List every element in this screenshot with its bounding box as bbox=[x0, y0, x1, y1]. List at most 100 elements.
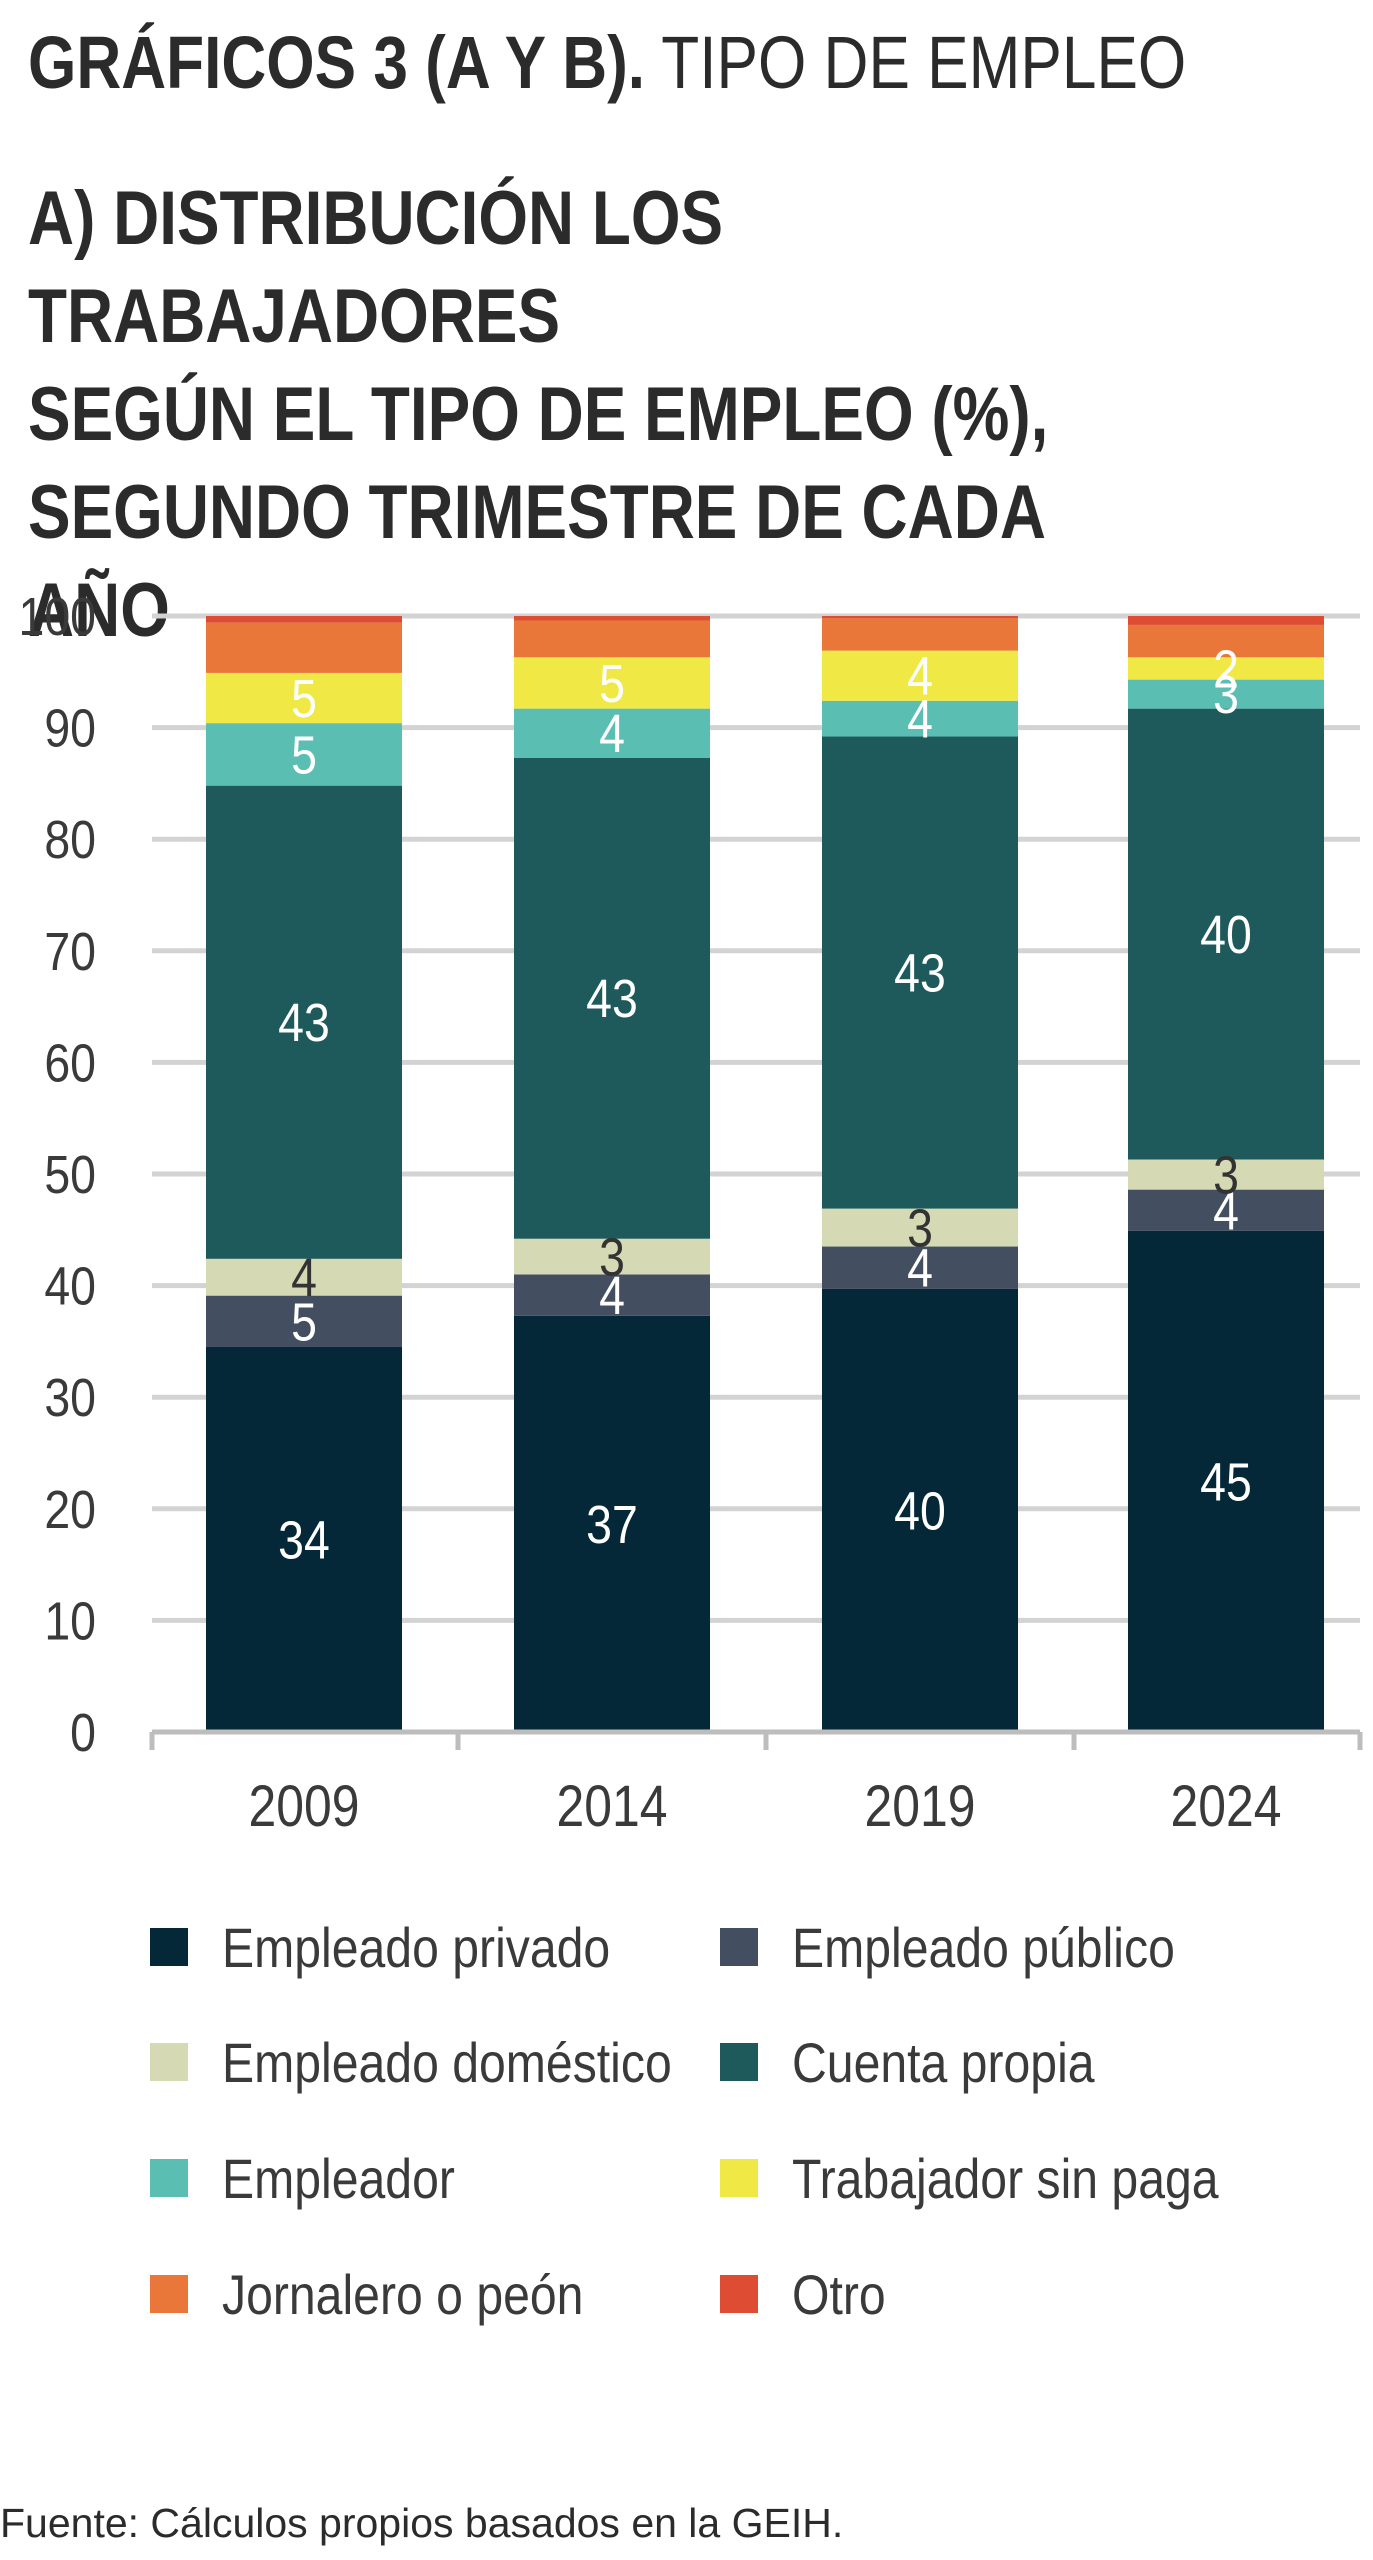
legend-swatch bbox=[720, 1928, 758, 1966]
legend-label: Jornalero o peón bbox=[222, 2262, 584, 2326]
data-label: 5 bbox=[599, 653, 625, 714]
data-label: 4 bbox=[599, 703, 625, 764]
x-tick-label: 2019 bbox=[865, 1775, 976, 1839]
bar-segment bbox=[822, 650, 1018, 701]
data-label: 40 bbox=[894, 1480, 946, 1541]
data-label: 40 bbox=[1200, 904, 1252, 965]
legend-item: Empleado privado bbox=[150, 1912, 673, 1982]
x-tick-label: 2014 bbox=[557, 1775, 668, 1839]
legend-label: Otro bbox=[792, 2262, 886, 2326]
data-label: 43 bbox=[586, 968, 638, 1029]
data-label: 43 bbox=[278, 992, 330, 1053]
bar-segment bbox=[514, 657, 710, 709]
legend-label: Cuenta propia bbox=[792, 2030, 1095, 2094]
y-tick-label: 100 bbox=[19, 586, 96, 647]
bar-segment bbox=[822, 1246, 1018, 1289]
figure-title: GRÁFICOS 3 (A Y B). TIPO DE EMPLEO bbox=[28, 20, 1186, 106]
bar-segment bbox=[1128, 1159, 1324, 1190]
bar-segment bbox=[822, 616, 1018, 619]
y-tick-label: 60 bbox=[44, 1032, 96, 1093]
y-tick-label: 80 bbox=[44, 809, 96, 870]
bar-segment bbox=[1128, 1189, 1324, 1231]
legend-swatch bbox=[150, 2043, 188, 2081]
bars bbox=[206, 616, 1324, 1732]
legend-item: Empleador bbox=[150, 2143, 493, 2213]
legend-item: Jornalero o peón bbox=[150, 2259, 642, 2329]
source-note: Fuente: Cálculos propios basados en la G… bbox=[0, 2500, 844, 2546]
legend-swatch bbox=[150, 2275, 188, 2313]
data-label: 5 bbox=[291, 1291, 317, 1352]
bar-segment bbox=[1128, 616, 1324, 625]
bar-segment bbox=[514, 620, 710, 658]
legend-item: Trabajador sin paga bbox=[720, 2143, 1288, 2213]
bar-segment bbox=[206, 723, 402, 786]
bar-segment bbox=[1128, 624, 1324, 658]
legend-label: Empleado privado bbox=[222, 1915, 611, 1979]
y-tick-label: 40 bbox=[44, 1255, 96, 1316]
data-label: 43 bbox=[894, 942, 946, 1003]
bar-segment bbox=[206, 1258, 402, 1296]
bar-segment bbox=[514, 1274, 710, 1316]
data-label: 3 bbox=[1213, 1144, 1239, 1205]
bar-segment bbox=[514, 1315, 710, 1732]
y-tick-label: 10 bbox=[44, 1590, 96, 1651]
bar-segment bbox=[206, 616, 402, 623]
legend-swatch bbox=[720, 2275, 758, 2313]
bar-segment bbox=[206, 1346, 402, 1732]
legend-swatch bbox=[720, 2043, 758, 2081]
bar-segment bbox=[206, 1295, 402, 1347]
bar-segment bbox=[1128, 708, 1324, 1160]
bar-segment bbox=[1128, 1230, 1324, 1732]
figure-title-rest: TIPO DE EMPLEO bbox=[661, 21, 1187, 104]
bar-segment bbox=[206, 785, 402, 1259]
bar-segment bbox=[514, 757, 710, 1239]
bar-segment bbox=[822, 1288, 1018, 1732]
data-label: 3 bbox=[599, 1226, 625, 1287]
data-label: 45 bbox=[1200, 1451, 1252, 1512]
legend-item: Otro bbox=[720, 2259, 901, 2329]
chart-subtitle: A) DISTRIBUCIÓN LOS TRABAJADORES SEGÚN E… bbox=[28, 176, 1049, 653]
bar-segment bbox=[822, 1208, 1018, 1247]
data-label: 37 bbox=[586, 1494, 638, 1555]
data-label: 5 bbox=[291, 724, 317, 785]
bar-segment bbox=[822, 700, 1018, 737]
y-tick-label: 0 bbox=[70, 1702, 96, 1763]
legend-swatch bbox=[720, 2159, 758, 2197]
legend-label: Empleador bbox=[222, 2146, 455, 2210]
legend-label: Empleado doméstico bbox=[222, 2030, 672, 2094]
data-label: 4 bbox=[291, 1247, 317, 1308]
legend-item: Empleado doméstico bbox=[150, 2027, 745, 2097]
stacked-bar-chart: 0 10 20 30 40 50 60 70 80 90 100 2009 2014 2019 2024 3… bbox=[19, 586, 1363, 1839]
bar-segment bbox=[1128, 657, 1324, 680]
data-label: 3 bbox=[1213, 664, 1239, 725]
data-label: 3 bbox=[907, 1197, 933, 1258]
x-tick-label: 2009 bbox=[249, 1775, 360, 1839]
bar-segment bbox=[206, 672, 402, 724]
data-label: 34 bbox=[278, 1509, 330, 1570]
bar-segment bbox=[1128, 679, 1324, 709]
legend-label: Empleado público bbox=[792, 1915, 1175, 1979]
y-tick-label: 50 bbox=[44, 1144, 96, 1205]
bar-segment bbox=[514, 616, 710, 621]
bar-segment bbox=[206, 622, 402, 673]
data-label: 2 bbox=[1213, 638, 1239, 699]
x-tick-label: 2024 bbox=[1171, 1775, 1282, 1839]
data-label: 5 bbox=[291, 668, 317, 729]
legend-item: Empleado público bbox=[720, 1912, 1237, 1982]
legend-swatch bbox=[150, 1928, 188, 1966]
data-label: 4 bbox=[907, 1237, 933, 1298]
y-tick-label: 30 bbox=[44, 1367, 96, 1428]
figure-title-bold: GRÁFICOS 3 (A Y B). bbox=[28, 21, 646, 104]
data-label: 4 bbox=[599, 1265, 625, 1326]
y-tick-label: 70 bbox=[44, 920, 96, 981]
data-label: 4 bbox=[907, 688, 933, 749]
data-label: 4 bbox=[1213, 1180, 1239, 1241]
bar-segment bbox=[822, 736, 1018, 1209]
y-tick-label: 20 bbox=[44, 1478, 96, 1539]
data-label: 4 bbox=[907, 645, 933, 706]
bar-segment bbox=[514, 1238, 710, 1275]
bar-segment bbox=[822, 618, 1018, 651]
legend-swatch bbox=[150, 2159, 188, 2197]
axes: 0 10 20 30 40 50 60 70 80 90 100 2009 2014 2019 2024 bbox=[19, 586, 1363, 1839]
